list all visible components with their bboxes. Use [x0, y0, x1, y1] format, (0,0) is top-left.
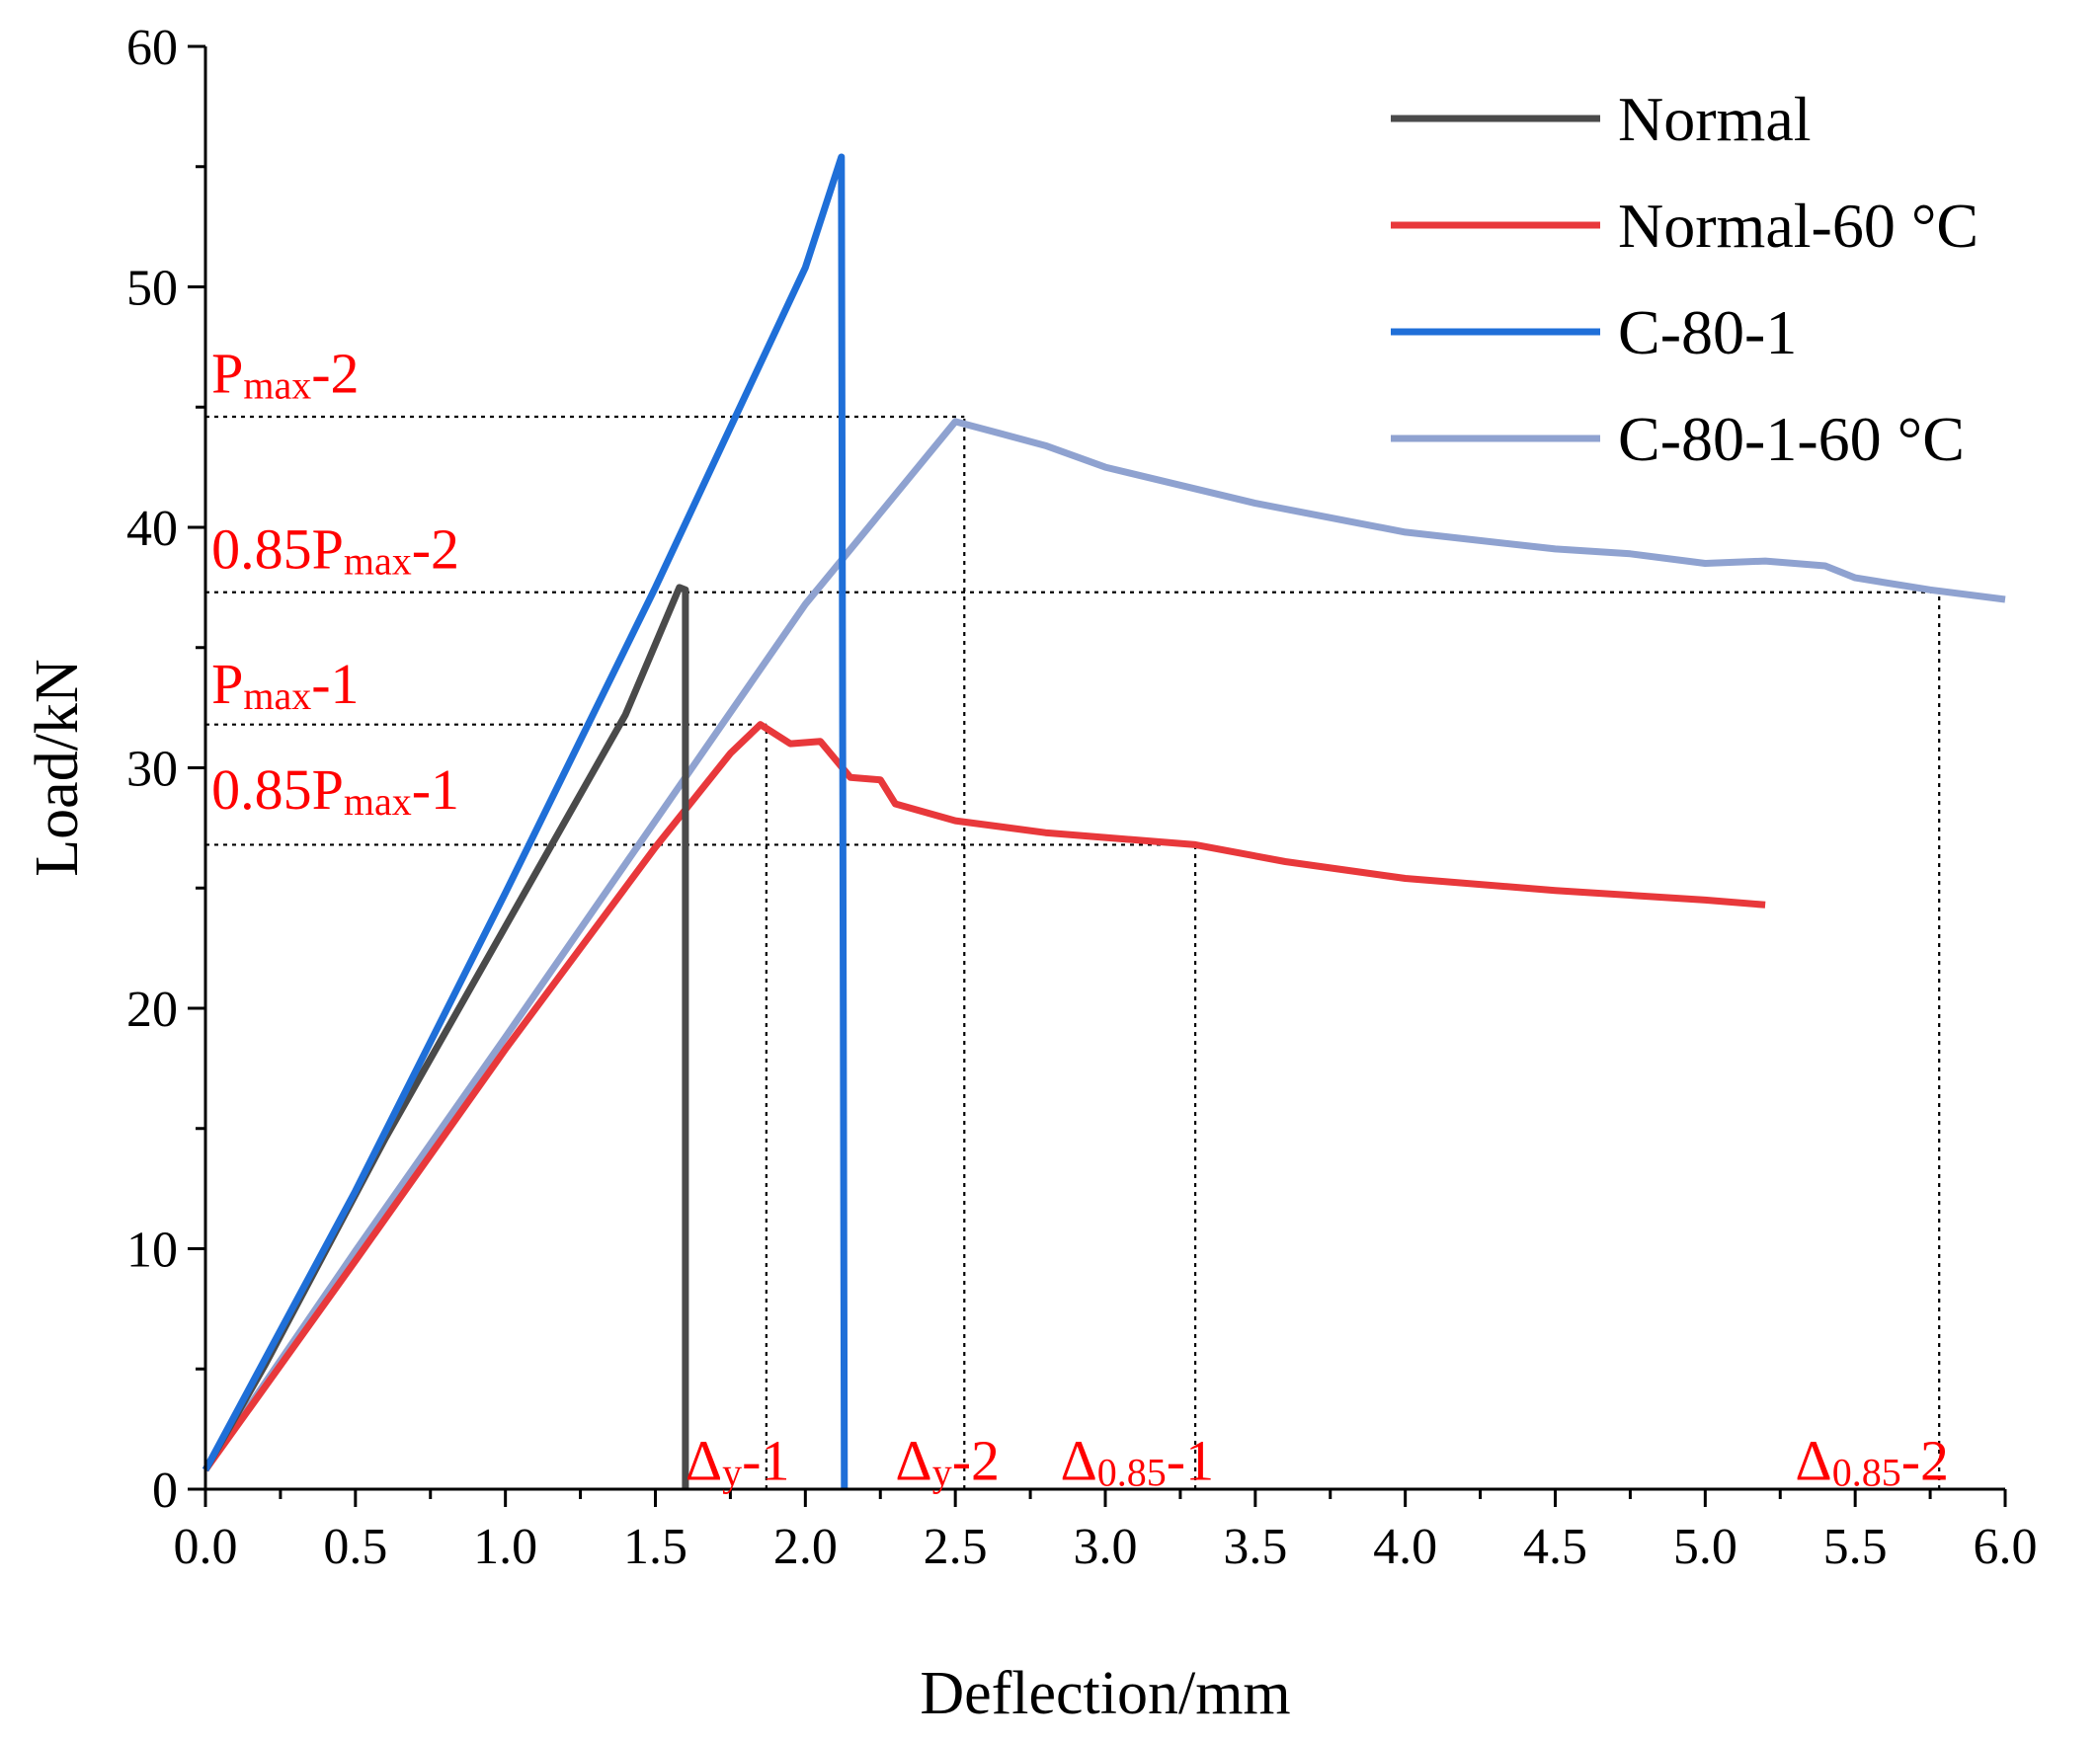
legend-label: C-80-1	[1618, 297, 1797, 367]
y-tick-label: 60	[126, 20, 178, 76]
annotation-d085-1: Δ0.85-1	[1060, 1428, 1214, 1494]
annotations: Pmax-2 0.85Pmax-2 Pmax-1 0.85Pmax-1 Δy-1 Δy-2…	[211, 342, 1949, 1495]
x-axis-label: Deflection/mm	[920, 1660, 1290, 1727]
x-tick-label: 0.5	[323, 1519, 387, 1575]
x-tick-label: 1.0	[473, 1519, 537, 1575]
series-line-c-80-1-60-c	[202, 418, 2006, 1472]
legend-label: Normal	[1618, 84, 1812, 154]
x-tick-label: 5.5	[1823, 1519, 1888, 1575]
x-tick-label: 4.5	[1523, 1519, 1587, 1575]
legend: Normal Normal-60 °C C-80-1 C-80-1-60 °C	[1391, 84, 1979, 474]
x-tick-label: 2.0	[773, 1519, 838, 1575]
x-tick-label: 0.0	[174, 1519, 238, 1575]
annotation-pmax-2: Pmax-2	[211, 342, 359, 408]
legend-label: C-80-1-60 °C	[1618, 404, 1965, 474]
x-ticks: 0.0 0.5 1.0 1.5 2.0 2.5 3.0 3.5 4.0 4.5 5.0 5.5 6.0	[174, 1489, 2038, 1575]
x-tick-label: 1.5	[623, 1519, 687, 1575]
annotation-d085-2: Δ0.85-2	[1795, 1428, 1949, 1494]
annotation-085pmax-2: 0.85Pmax-2	[211, 516, 459, 583]
series-line-c-80-1	[202, 153, 848, 1490]
x-tick-label: 5.0	[1673, 1519, 1737, 1575]
reference-lines	[205, 415, 1941, 1489]
legend-label: Normal-60 °C	[1618, 191, 1979, 261]
y-tick-label: 0	[152, 1463, 178, 1519]
y-ticks: 0 10 20 30 40 50 60	[126, 20, 205, 1519]
annotation-pmax-1: Pmax-1	[211, 652, 359, 718]
y-tick-label: 20	[126, 982, 178, 1038]
series-line-normal-60-c	[202, 721, 1766, 1472]
x-tick-label: 6.0	[1974, 1519, 2038, 1575]
y-axis-label: Load/kN	[24, 659, 91, 876]
series-layer	[202, 153, 2006, 1490]
annotation-dy-2: Δy-2	[895, 1428, 1000, 1494]
y-tick-label: 10	[126, 1223, 178, 1279]
x-tick-label: 3.0	[1074, 1519, 1138, 1575]
x-tick-label: 2.5	[924, 1519, 988, 1575]
y-tick-label: 30	[126, 742, 178, 798]
x-tick-label: 4.0	[1373, 1519, 1437, 1575]
y-tick-label: 40	[126, 501, 178, 557]
annotation-dy-1: Δy-1	[686, 1428, 790, 1494]
annotation-085pmax-1: 0.85Pmax-1	[211, 757, 459, 824]
x-tick-label: 3.5	[1223, 1519, 1287, 1575]
y-tick-label: 50	[126, 261, 178, 317]
